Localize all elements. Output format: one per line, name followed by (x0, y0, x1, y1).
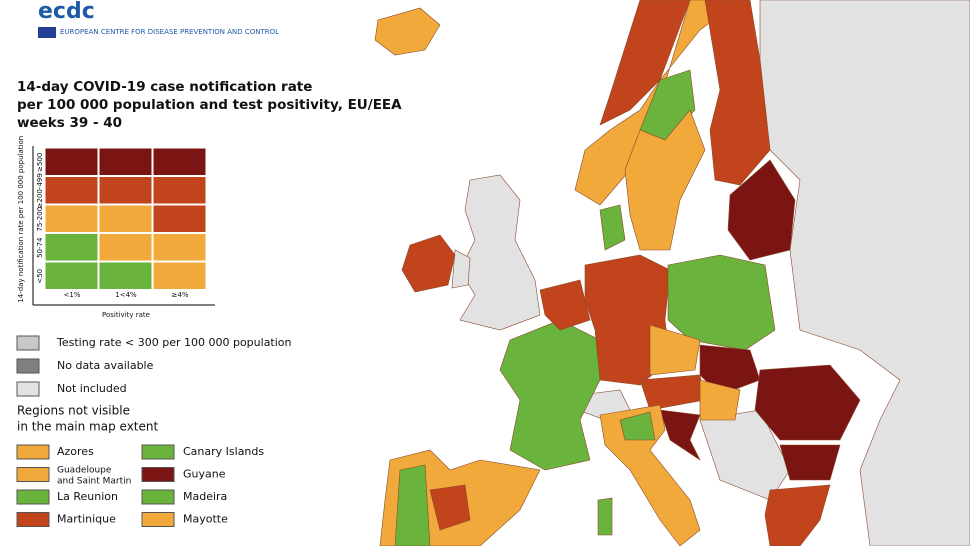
matrix-cell (98, 233, 153, 262)
map-region (764, 484, 831, 546)
row-label: ≥200-499 (36, 173, 44, 208)
matrix-cell (44, 147, 99, 176)
map-region (597, 497, 613, 536)
map-region (401, 234, 456, 293)
not-included-land (699, 409, 791, 501)
column-label: 1<4% (115, 291, 137, 299)
column-label: ≥4% (172, 291, 189, 299)
region-label: Guyane (183, 468, 226, 481)
map-region (624, 109, 706, 251)
map-region (599, 204, 626, 251)
region-label: Guadeloupe and Saint Martin (57, 465, 131, 486)
map-region (539, 279, 591, 331)
legend-panel: ecdc EUROPEAN CENTRE FOR DISEASE PREVENT… (16, 0, 402, 527)
matrix-cell (152, 204, 207, 233)
title-line: weeks 39 - 40 (17, 115, 122, 131)
region-swatch (16, 467, 50, 482)
map-region (429, 484, 471, 531)
map-region (754, 364, 861, 441)
regions-heading: Regions not visible (17, 404, 130, 418)
legend-label: Testing rate < 300 per 100 000 populatio… (56, 336, 292, 349)
row-label: 75-200 (36, 207, 44, 232)
region-swatch (141, 467, 175, 482)
map-region (699, 344, 761, 396)
matrix-cell (152, 147, 207, 176)
x-axis-label: Positivity rate (102, 311, 150, 319)
legend-swatch (16, 358, 40, 374)
matrix-cell (98, 176, 153, 205)
region-label: La Reunion (57, 490, 118, 503)
title-line: per 100 000 population and test positivi… (17, 97, 402, 113)
column-label: <1% (64, 291, 81, 299)
region-label: Martinique (57, 513, 116, 526)
region-swatch (141, 512, 175, 527)
not-included-land (759, 0, 970, 546)
matrix-cell (152, 261, 207, 290)
not-included-land (459, 174, 541, 331)
legend-label: Not included (57, 382, 127, 395)
eu-flag (38, 27, 56, 38)
matrix-cell (44, 204, 99, 233)
map-region (779, 444, 841, 481)
not-included-land (451, 249, 471, 289)
logo: ecdc (38, 0, 95, 24)
legend-swatch (16, 335, 40, 351)
matrix-cell (152, 176, 207, 205)
row-label: ≥500 (36, 153, 44, 172)
region-label: Canary Islands (183, 445, 264, 458)
row-label: <50 (36, 269, 44, 284)
matrix-cell (44, 261, 99, 290)
matrix-cell (44, 176, 99, 205)
regions-heading: in the main map extent (17, 420, 159, 434)
logo-subtitle: EUROPEAN CENTRE FOR DISEASE PREVENTION A… (60, 28, 279, 36)
map-region (649, 324, 701, 376)
map-region (394, 464, 431, 546)
matrix-cell (152, 233, 207, 262)
matrix-cell (98, 261, 153, 290)
map-region (639, 374, 706, 411)
row-label: 50-74 (36, 237, 44, 258)
map-region (599, 0, 691, 126)
map-region (619, 411, 656, 441)
y-axis-label: 14-day notification rate per 100 000 pop… (17, 136, 25, 303)
legend-swatch (16, 381, 40, 397)
map-region (704, 0, 771, 186)
region-swatch (141, 489, 175, 505)
map-region (667, 254, 776, 351)
matrix-cell (44, 233, 99, 262)
map-region (499, 319, 601, 471)
legend-label: No data available (57, 359, 154, 372)
map-region (374, 7, 441, 56)
region-swatch (141, 444, 175, 460)
matrix-cell (98, 204, 153, 233)
map-region (727, 159, 796, 261)
matrix-cell (98, 147, 153, 176)
region-label: Azores (57, 445, 94, 458)
region-label: Madeira (183, 490, 227, 503)
map-region (659, 409, 701, 461)
region-swatch (16, 489, 50, 505)
region-swatch (16, 512, 50, 527)
region-swatch (16, 444, 50, 460)
map-region (699, 379, 741, 421)
title-line: 14-day COVID-19 case notification rate (17, 79, 312, 95)
region-label: Mayotte (183, 513, 228, 526)
